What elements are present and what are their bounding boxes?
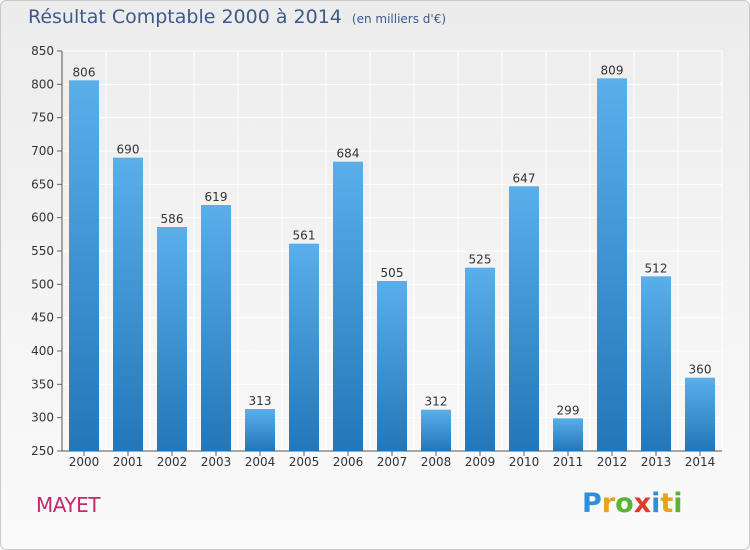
- chart-title-text: Résultat Comptable 2000 à 2014: [28, 6, 342, 28]
- y-tick-label: 550: [31, 244, 54, 258]
- x-tick-label: 2010: [509, 455, 540, 469]
- data-label: 299: [557, 403, 580, 417]
- bar: [553, 418, 583, 451]
- logo-letter: i: [651, 488, 661, 519]
- x-tick-label: 2012: [597, 455, 628, 469]
- data-label: 512: [645, 261, 668, 275]
- bar: [201, 205, 231, 451]
- data-label: 313: [249, 394, 272, 408]
- bar: [641, 276, 671, 451]
- bar: [597, 78, 627, 451]
- y-tick-label: 850: [31, 44, 54, 58]
- data-label: 312: [425, 395, 448, 409]
- x-tick-label: 2013: [641, 455, 672, 469]
- y-tick-label: 400: [31, 344, 54, 358]
- data-label: 806: [73, 65, 96, 79]
- y-tick-label: 650: [31, 177, 54, 191]
- bar: [113, 157, 143, 451]
- x-tick-label: 2011: [553, 455, 584, 469]
- data-label: 360: [689, 363, 712, 377]
- data-label: 809: [601, 63, 624, 77]
- bar: [509, 186, 539, 452]
- logo-letter: i: [673, 488, 683, 519]
- x-tick-label: 2014: [685, 455, 716, 469]
- bar: [685, 377, 715, 451]
- bar: [289, 243, 319, 451]
- x-tick-label: 2004: [245, 455, 276, 469]
- logo-letter: t: [660, 488, 674, 519]
- x-tick-label: 2003: [201, 455, 232, 469]
- town-name: MAYET: [36, 493, 100, 517]
- data-label: 561: [293, 229, 316, 243]
- x-tick-label: 2006: [333, 455, 364, 469]
- x-tick-label: 2001: [113, 455, 144, 469]
- y-tick-label: 600: [31, 211, 54, 225]
- y-tick-label: 500: [31, 277, 54, 291]
- data-label: 586: [161, 212, 184, 226]
- logo-letter: r: [601, 488, 616, 519]
- data-label: 647: [513, 171, 536, 185]
- logo-letter: x: [633, 488, 652, 519]
- logo-letter: P: [582, 488, 602, 519]
- x-tick-label: 2005: [289, 455, 320, 469]
- data-label: 525: [469, 253, 492, 267]
- bar: [333, 161, 363, 451]
- proxiti-logo: Proxiti: [582, 488, 683, 519]
- x-tick-label: 2008: [421, 455, 452, 469]
- x-tick-label: 2009: [465, 455, 496, 469]
- bar: [245, 409, 275, 451]
- y-tick-label: 250: [31, 444, 54, 458]
- bar: [421, 409, 451, 451]
- data-label: 505: [381, 266, 404, 280]
- x-tick-label: 2000: [69, 455, 100, 469]
- data-label: 684: [337, 147, 360, 161]
- y-tick-label: 350: [31, 377, 54, 391]
- logo-letter: o: [615, 488, 634, 519]
- data-label: 619: [205, 190, 228, 204]
- y-tick-label: 800: [31, 77, 54, 91]
- y-tick-label: 450: [31, 311, 54, 325]
- y-tick-label: 750: [31, 111, 54, 125]
- bar: [157, 227, 187, 451]
- x-tick-label: 2002: [157, 455, 188, 469]
- y-tick-label: 300: [31, 411, 54, 425]
- data-label: 690: [117, 143, 140, 157]
- bar: [465, 267, 495, 451]
- x-tick-label: 2007: [377, 455, 408, 469]
- chart-subtitle: (en milliers d'€): [351, 12, 447, 26]
- bar: [69, 80, 99, 451]
- chart-title: Résultat Comptable 2000 à 2014 (en millie…: [28, 6, 446, 28]
- y-tick-label: 700: [31, 144, 54, 158]
- bar: [377, 281, 407, 451]
